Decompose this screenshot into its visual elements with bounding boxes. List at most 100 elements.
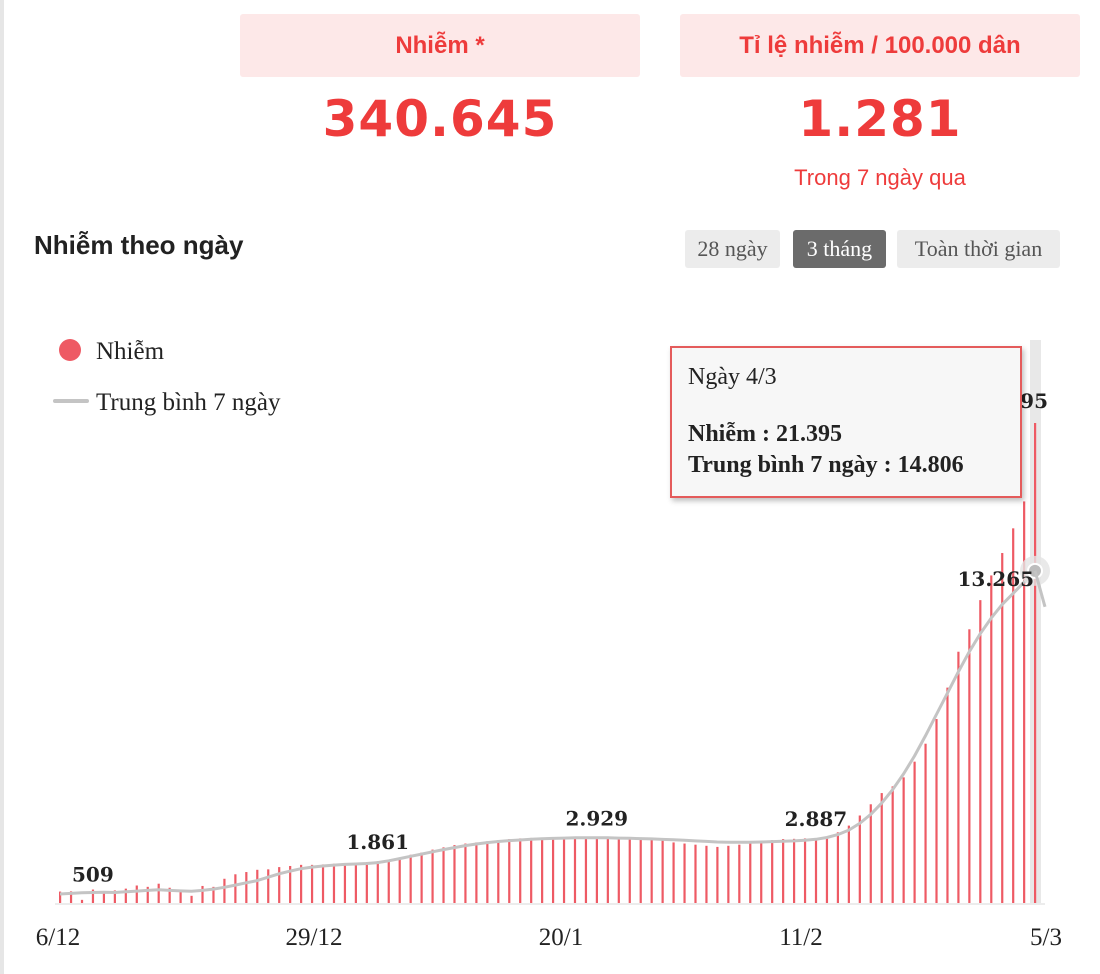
- bar-61[interactable]: [727, 845, 730, 903]
- bar-34[interactable]: [431, 849, 434, 903]
- bar-16[interactable]: [234, 874, 237, 903]
- bar-71[interactable]: [836, 832, 840, 903]
- bar-65[interactable]: [771, 840, 774, 903]
- bar-17[interactable]: [245, 872, 248, 903]
- range-all-time-button[interactable]: Toàn thời gian: [897, 230, 1060, 268]
- bar-78[interactable]: [913, 761, 916, 903]
- bar-68[interactable]: [803, 838, 807, 903]
- bar-89[interactable]: [1034, 423, 1037, 903]
- bar-32[interactable]: [409, 854, 412, 903]
- bar-42[interactable]: [519, 838, 522, 903]
- bar-10[interactable]: [168, 887, 171, 903]
- bar-67[interactable]: [792, 838, 796, 903]
- bar-41[interactable]: [508, 839, 511, 903]
- bar-76[interactable]: [891, 786, 894, 903]
- bar-29[interactable]: [376, 861, 379, 903]
- bar-6[interactable]: [124, 888, 127, 903]
- bar-13[interactable]: [201, 885, 204, 903]
- bar-46[interactable]: [562, 837, 566, 903]
- bar-3[interactable]: [91, 889, 95, 903]
- bar-43[interactable]: [530, 837, 533, 903]
- bar-58[interactable]: [694, 844, 697, 903]
- bar-82[interactable]: [957, 651, 960, 903]
- bar-5[interactable]: [113, 890, 116, 903]
- bar-75[interactable]: [880, 793, 883, 903]
- bar-30[interactable]: [387, 859, 390, 903]
- bar-74[interactable]: [869, 804, 872, 903]
- bar-15[interactable]: [223, 878, 226, 903]
- bar-25[interactable]: [332, 863, 336, 903]
- bar-54[interactable]: [650, 839, 653, 903]
- bar-49[interactable]: [595, 837, 598, 903]
- range-3-months-button[interactable]: 3 tháng: [793, 230, 886, 268]
- bar-53[interactable]: [639, 838, 642, 903]
- bar-77[interactable]: [902, 777, 905, 903]
- bar-85[interactable]: [990, 575, 993, 903]
- bar-55[interactable]: [661, 840, 664, 903]
- bar-80[interactable]: [935, 719, 938, 903]
- bar-4[interactable]: [102, 892, 106, 903]
- bar-57[interactable]: [683, 843, 686, 903]
- bar-12[interactable]: [190, 895, 193, 903]
- bar-7[interactable]: [135, 885, 138, 903]
- bar-33[interactable]: [420, 852, 423, 903]
- bar-21[interactable]: [289, 865, 292, 903]
- bar-79[interactable]: [924, 743, 927, 903]
- bar-69[interactable]: [814, 838, 818, 903]
- bar-26[interactable]: [343, 863, 347, 903]
- legend-avg-label: Trung bình 7 ngày: [96, 389, 281, 416]
- bar-60[interactable]: [716, 846, 719, 903]
- bar-8[interactable]: [146, 886, 149, 903]
- bar-31[interactable]: [398, 858, 401, 903]
- bar-38[interactable]: [475, 842, 478, 903]
- bar-20[interactable]: [278, 867, 281, 903]
- bar-50[interactable]: [606, 837, 609, 903]
- bar-11[interactable]: [179, 890, 182, 903]
- bar-36[interactable]: [453, 845, 456, 903]
- bar-84[interactable]: [979, 600, 982, 903]
- bar-2[interactable]: [80, 899, 84, 903]
- bar-87[interactable]: [1012, 528, 1015, 903]
- x-tick-label-2: 20/1: [539, 924, 583, 951]
- bar-0[interactable]: [59, 891, 62, 903]
- bar-35[interactable]: [442, 847, 445, 903]
- bar-19[interactable]: [267, 869, 270, 903]
- bar-18[interactable]: [256, 869, 259, 903]
- bar-86[interactable]: [1001, 553, 1004, 903]
- avg-7-day-line: [59, 569, 1037, 896]
- bar-73[interactable]: [858, 815, 861, 903]
- bar-44[interactable]: [541, 837, 544, 903]
- bar-51[interactable]: [617, 838, 620, 903]
- bar-22[interactable]: [300, 864, 303, 903]
- bar-28[interactable]: [365, 862, 368, 903]
- bar-88[interactable]: [1023, 501, 1026, 903]
- bar-59[interactable]: [705, 845, 708, 903]
- bar-56[interactable]: [672, 842, 675, 903]
- rate-label-box: Tỉ lệ nhiễm / 100.000 dân: [680, 14, 1080, 77]
- bar-1[interactable]: [69, 891, 73, 903]
- bar-81[interactable]: [946, 687, 949, 903]
- bar-24[interactable]: [321, 864, 325, 903]
- bar-70[interactable]: [825, 836, 829, 903]
- bar-37[interactable]: [464, 843, 467, 903]
- bar-47[interactable]: [573, 837, 577, 903]
- bar-64[interactable]: [760, 841, 763, 903]
- bar-48[interactable]: [584, 838, 588, 903]
- bar-14[interactable]: [212, 886, 215, 903]
- bar-23[interactable]: [310, 864, 314, 903]
- range-28-days-button[interactable]: 28 ngày: [685, 230, 780, 268]
- bar-39[interactable]: [486, 841, 489, 903]
- bar-66[interactable]: [782, 839, 785, 903]
- bar-45[interactable]: [551, 837, 555, 903]
- data-label-88: 13.265: [957, 567, 1034, 591]
- bar-83[interactable]: [968, 629, 971, 903]
- bar-9[interactable]: [157, 883, 160, 903]
- bar-52[interactable]: [628, 838, 631, 903]
- bar-27[interactable]: [354, 862, 357, 903]
- bar-62[interactable]: [738, 844, 741, 903]
- bar-72[interactable]: [847, 825, 850, 903]
- bar-40[interactable]: [497, 840, 500, 903]
- bar-63[interactable]: [749, 842, 752, 903]
- rate-note: Trong 7 ngày qua: [794, 165, 966, 190]
- avg-line-tail: [1033, 570, 1047, 608]
